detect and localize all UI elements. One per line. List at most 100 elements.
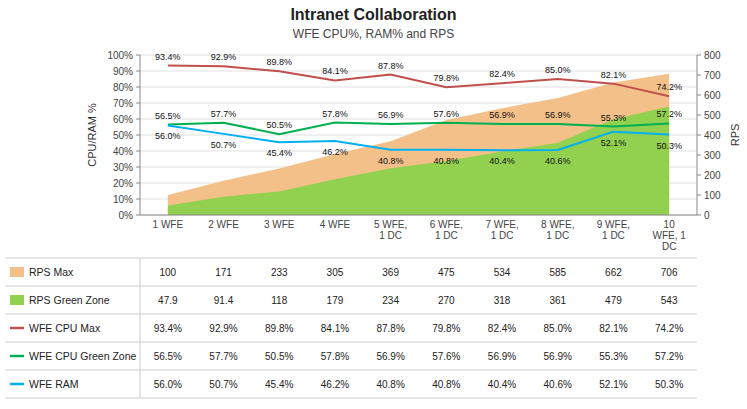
- data-label: 56.9%: [378, 110, 404, 120]
- y2-tick: [697, 95, 701, 96]
- x-tick-label-line: 1 DC: [379, 230, 402, 241]
- table-value: 46.2%: [321, 379, 349, 390]
- y-tick-label: 100%: [107, 50, 133, 61]
- y-tick: [136, 135, 140, 136]
- data-label: 82.1%: [601, 70, 627, 80]
- table-value: 100: [160, 267, 177, 278]
- table-value: 56.9%: [376, 351, 404, 362]
- y-tick-label: 40%: [113, 146, 133, 157]
- x-tick-label-line: 1 DC: [602, 230, 625, 241]
- table-value: 79.8%: [432, 323, 460, 334]
- data-label: 40.4%: [489, 156, 515, 166]
- data-label: 79.8%: [434, 73, 460, 83]
- table-value: 40.8%: [376, 379, 404, 390]
- legend-table: RPS Max100171233305369475534585662706RPS…: [5, 258, 697, 398]
- x-tick-label: 8 WFE,1 DC: [541, 219, 574, 241]
- data-label: 57.8%: [322, 109, 348, 119]
- table-border: [5, 258, 697, 259]
- table-value: 57.2%: [655, 351, 683, 362]
- title: Intranet Collaboration: [290, 6, 456, 23]
- y-tick-label: 20%: [113, 178, 133, 189]
- table-value: 50.7%: [209, 379, 237, 390]
- x-tick-label-line: 1 DC: [435, 230, 458, 241]
- x-tick-label: 7 WFE,1 DC: [485, 219, 518, 241]
- line: [168, 66, 669, 97]
- y-tick-label: 50%: [113, 130, 133, 141]
- axes: 0%10%20%30%40%50%60%70%80%90%100%0100200…: [86, 50, 741, 253]
- x-tick-label-line: 3 WFE: [264, 219, 295, 230]
- data-label: 93.4%: [155, 52, 181, 62]
- y2-tick: [697, 75, 701, 76]
- table-value: 234: [382, 295, 399, 306]
- data-label: 57.6%: [434, 109, 460, 119]
- table-divider: [140, 258, 141, 398]
- table-value: 479: [605, 295, 622, 306]
- data-label: 56.0%: [155, 131, 181, 141]
- table-value: 57.8%: [321, 351, 349, 362]
- data-labels: 93.4%92.9%89.8%84.1%87.8%79.8%82.4%85.0%…: [155, 52, 682, 167]
- y-tick: [136, 215, 140, 216]
- data-label: 45.4%: [266, 148, 292, 158]
- line: [168, 125, 669, 150]
- x-tick-label-line: 1 WFE: [153, 219, 184, 230]
- y-tick: [136, 87, 140, 88]
- data-label: 40.8%: [378, 156, 404, 166]
- grid-line: [140, 215, 697, 216]
- legend-label: RPS Max: [29, 266, 74, 278]
- table-border: [5, 314, 697, 315]
- y2-tick-label: 300: [704, 150, 721, 161]
- data-label: 84.1%: [322, 66, 348, 76]
- y2-tick-label: 200: [704, 170, 721, 181]
- table-value: 171: [215, 267, 232, 278]
- table-value: 56.9%: [544, 351, 572, 362]
- data-label: 50.3%: [656, 141, 682, 151]
- y2-tick-label: 0: [704, 210, 710, 221]
- y-tick-label: 10%: [113, 194, 133, 205]
- plot-marks: [168, 66, 669, 215]
- data-label: 92.9%: [211, 52, 237, 62]
- table-value: 233: [271, 267, 288, 278]
- table-value: 118: [271, 295, 287, 306]
- y-tick-label: 30%: [113, 162, 133, 173]
- x-tick-label: 9 WFE,1 DC: [597, 219, 630, 241]
- x-tick-label-line: 9 WFE,: [597, 219, 630, 230]
- table-value: 55.3%: [599, 351, 627, 362]
- data-label: 40.8%: [434, 156, 460, 166]
- y-tick-label: 70%: [113, 98, 133, 109]
- table-value: 92.9%: [209, 323, 237, 334]
- data-label: 55.3%: [601, 113, 627, 123]
- legend-label: RPS Green Zone: [29, 294, 110, 306]
- table-value: 82.1%: [599, 323, 627, 334]
- y2-tick: [697, 155, 701, 156]
- legend-label: WFE CPU Max: [29, 322, 101, 334]
- table-value: 57.6%: [432, 351, 460, 362]
- table-value: 662: [605, 267, 622, 278]
- table-border: [5, 398, 697, 399]
- table-value: 56.0%: [154, 379, 182, 390]
- table-value: 369: [382, 267, 399, 278]
- table-value: 543: [661, 295, 678, 306]
- y2-tick-label: 400: [704, 130, 721, 141]
- y2-tick: [697, 195, 701, 196]
- x-tick-label-line: WFE, 1: [652, 230, 686, 241]
- table-value: 91.4: [214, 295, 234, 306]
- table-value: 52.1%: [599, 379, 627, 390]
- data-label: 82.4%: [489, 69, 515, 79]
- table-value: 50.3%: [655, 379, 683, 390]
- data-label: 40.6%: [545, 156, 571, 166]
- x-tick-label: 10WFE, 1DC: [652, 219, 686, 252]
- y-tick-label: 90%: [113, 66, 133, 77]
- y-axis-label: CPU/RAM %: [86, 103, 98, 167]
- table-value: 87.8%: [376, 323, 404, 334]
- y2-tick: [697, 215, 701, 216]
- data-label: 56.5%: [155, 111, 181, 121]
- y2-tick: [697, 175, 701, 176]
- grid: [140, 55, 697, 215]
- data-label: 56.9%: [489, 110, 515, 120]
- y2-tick: [697, 55, 701, 56]
- data-label: 56.9%: [545, 110, 571, 120]
- y2-tick: [697, 135, 701, 136]
- y-tick: [136, 199, 140, 200]
- x-tick-label-line: 4 WFE: [320, 219, 351, 230]
- legend-label: WFE RAM: [29, 378, 79, 390]
